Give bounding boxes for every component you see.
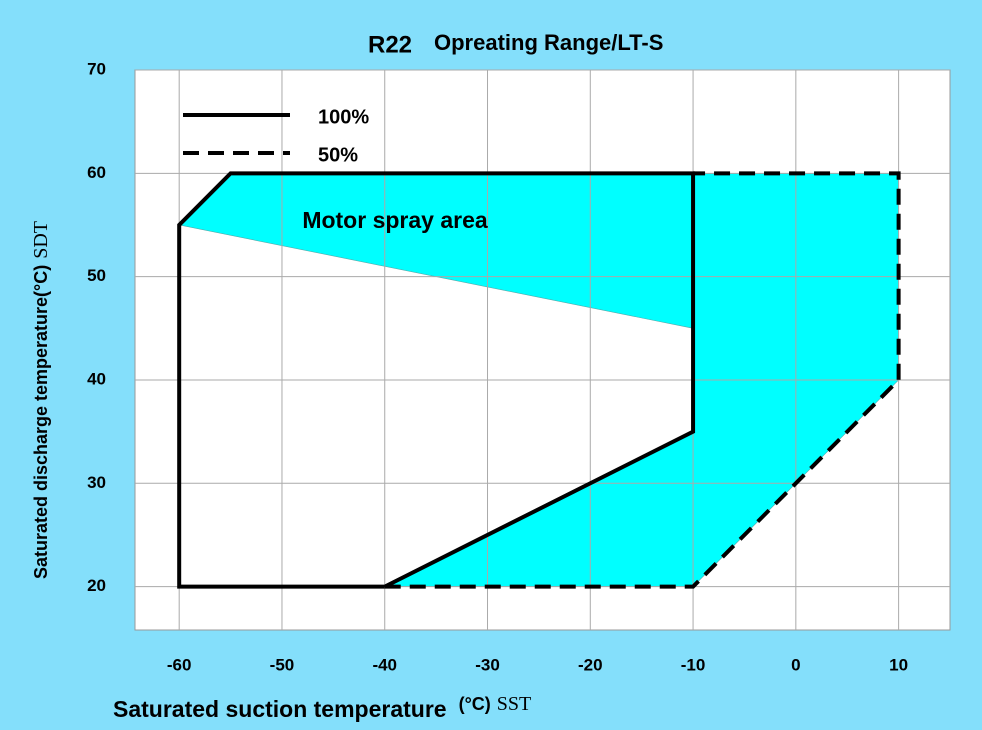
- y-tick-label: 40: [87, 369, 106, 388]
- marks: [135, 69, 950, 630]
- y-label-abbr: SDT: [30, 221, 52, 259]
- envelope-line: [384, 171, 901, 589]
- y-tick-label: 20: [87, 576, 106, 595]
- x-tick-label: -40: [372, 655, 397, 674]
- y-label-text: Saturated discharge temperature(°C): [31, 265, 51, 579]
- x-tick-label: 10: [889, 655, 908, 674]
- x-label-unit: (°C): [459, 694, 491, 714]
- legend-label: 100%: [318, 106, 369, 128]
- x-tick-label: -20: [578, 655, 603, 674]
- x-tick-label: -10: [681, 655, 706, 674]
- x-tick-label: 0: [791, 655, 800, 674]
- y-tick-label: 30: [87, 473, 106, 492]
- y-tick-label: 70: [87, 59, 106, 78]
- y-axis-label: Saturated discharge temperature(°C) SDT: [30, 221, 52, 579]
- x-label-abbr: SST: [497, 693, 531, 715]
- chart-title: R22: [368, 31, 412, 58]
- x-tick-label: -50: [270, 655, 295, 674]
- chart-subtitle: Opreating Range/LT-S: [434, 30, 663, 55]
- x-tick-label: -30: [475, 655, 500, 674]
- y-tick-label: 60: [87, 163, 106, 182]
- annotation: Motor spray area: [302, 207, 488, 233]
- x-tick-label: -60: [167, 655, 192, 674]
- x-axis-label: Saturated suction temperature (°C) SST: [113, 693, 531, 722]
- x-label-text: Saturated suction temperature: [113, 696, 447, 722]
- legend-label: 50%: [318, 144, 358, 166]
- y-tick-label: 50: [87, 266, 106, 285]
- envelope-line: [177, 171, 696, 589]
